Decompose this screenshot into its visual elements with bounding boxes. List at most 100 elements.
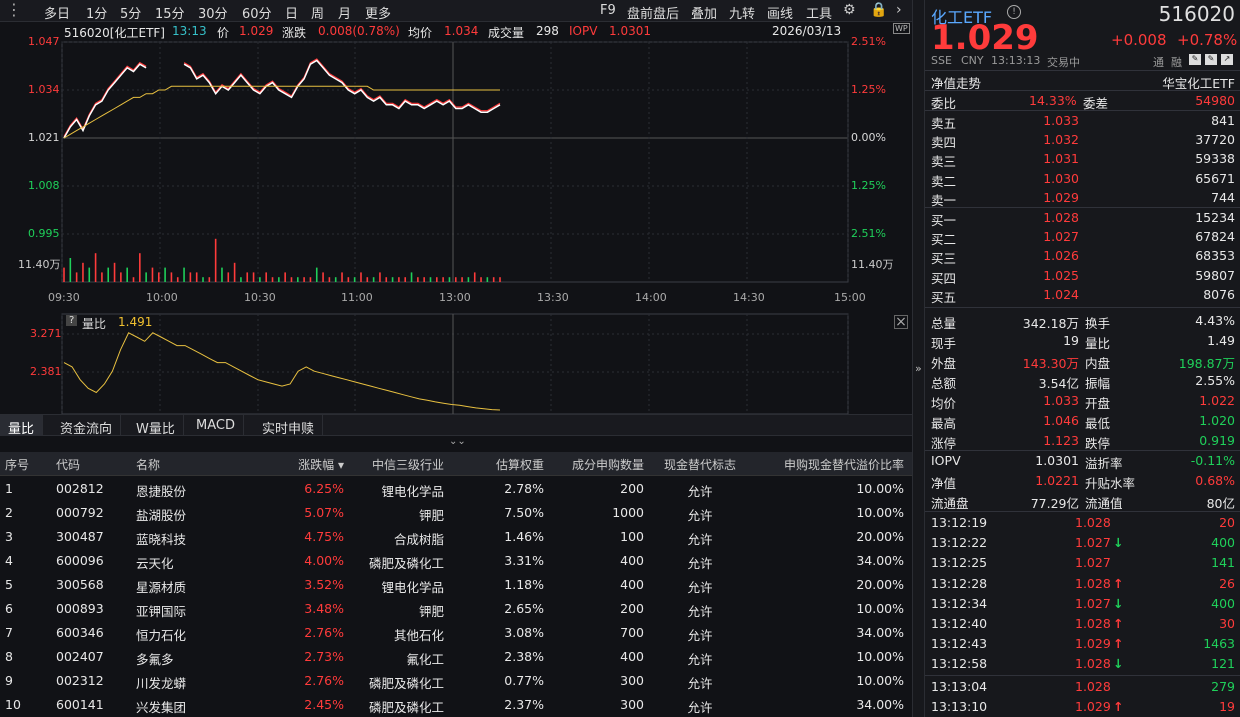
cell-5: 1.46% bbox=[504, 529, 544, 544]
expand-chevron-icon[interactable]: ⌄⌄ bbox=[449, 436, 466, 447]
period-0[interactable]: 多日 bbox=[44, 7, 71, 22]
info-icon[interactable]: ! bbox=[1007, 5, 1021, 19]
period-1[interactable]: 1分 bbox=[86, 7, 108, 22]
tool-5[interactable]: 工具 bbox=[806, 7, 833, 22]
table-row[interactable]: 1 002812 恩捷股份 6.25% 锂电化学品 2.78% 200 允许 10.00% bbox=[0, 476, 912, 500]
sub-close-icon[interactable]: × bbox=[894, 314, 908, 330]
pin-icon[interactable]: ✎ bbox=[1205, 54, 1217, 65]
book-row[interactable]: 卖二 1.030 65671 bbox=[925, 169, 1240, 189]
book-price: 1.025 bbox=[1043, 267, 1079, 283]
stat-row: 总额 3.54亿 振幅 2.55% bbox=[925, 371, 1240, 391]
period-4[interactable]: 30分 bbox=[198, 7, 228, 22]
side-chg: +0.008 bbox=[1111, 31, 1167, 49]
settings-icon[interactable]: ⚙ bbox=[843, 2, 856, 18]
trade-status: 交易中 bbox=[1047, 56, 1080, 69]
tab-3[interactable]: MACD bbox=[188, 415, 244, 436]
book-row[interactable]: 买二 1.027 67824 bbox=[925, 227, 1240, 247]
book-row[interactable]: 买四 1.025 59807 bbox=[925, 266, 1240, 286]
sidebar-header: 化工ETF ! 516020 1.029 +0.008 +0.78% SSE C… bbox=[925, 0, 1240, 70]
cell-2: 川发龙蟒 bbox=[136, 676, 187, 691]
period-8[interactable]: 月 bbox=[338, 7, 352, 22]
collapse-arrow-icon[interactable]: » bbox=[915, 362, 922, 375]
table-row[interactable]: 8 002407 多氟多 2.73% 氟化工 2.38% 400 允许 10.00% bbox=[0, 644, 912, 668]
stat-row: 涨停 1.123 跌停 0.919 bbox=[925, 431, 1240, 451]
table-row[interactable]: 6 000893 亚钾国际 3.48% 钾肥 2.65% 200 允许 10.00% bbox=[0, 596, 912, 620]
tick-row: 13:12:58 1.028 ↓ 121 bbox=[925, 654, 1240, 673]
share-icon[interactable]: ↗ bbox=[1221, 54, 1233, 65]
chevron-right-icon[interactable]: › bbox=[896, 2, 902, 18]
col-header-5[interactable]: 估算权重 bbox=[495, 458, 544, 472]
col-header-1[interactable]: 代码 bbox=[56, 458, 81, 472]
period-7[interactable]: 周 bbox=[311, 7, 325, 22]
tab-0[interactable]: 量比 bbox=[0, 415, 44, 437]
tool-1[interactable]: 盘前盘后 bbox=[627, 7, 680, 22]
exchange: SSE bbox=[931, 54, 952, 67]
book-qty: 65671 bbox=[1195, 170, 1235, 186]
book-row[interactable]: 买五 1.024 8076 bbox=[925, 285, 1240, 305]
book-row[interactable]: 卖三 1.031 59338 bbox=[925, 149, 1240, 169]
col-header-7[interactable]: 现金替代标志 bbox=[663, 458, 736, 472]
col-header-6[interactable]: 成分申购数量 bbox=[571, 458, 644, 472]
tool-3[interactable]: 九转 bbox=[729, 7, 756, 22]
table-row[interactable]: 4 600096 云天化 4.00% 磷肥及磷化工 3.31% 400 允许 34.00% bbox=[0, 548, 912, 572]
book-row[interactable]: 卖五 1.033 841 bbox=[925, 111, 1240, 131]
period-9[interactable]: 更多 bbox=[365, 7, 392, 22]
edit-icon[interactable]: ✎ bbox=[1189, 54, 1201, 65]
price-line bbox=[63, 59, 501, 139]
tab-2[interactable]: W量比 bbox=[128, 415, 184, 437]
vol-label: 成交量 bbox=[488, 26, 525, 40]
tool-4[interactable]: 画线 bbox=[767, 7, 794, 22]
tool-2[interactable]: 叠加 bbox=[691, 7, 718, 22]
table-row[interactable]: 3 300487 蓝晓科技 4.75% 合成树脂 1.46% 100 允许 20.00% bbox=[0, 524, 912, 548]
tick-volume: 121 bbox=[1211, 656, 1235, 672]
cell-7: 允许 bbox=[687, 628, 713, 643]
chart-date: 2026/03/13 bbox=[772, 24, 842, 38]
tool-0[interactable]: F9 bbox=[600, 3, 616, 18]
period-5[interactable]: 60分 bbox=[242, 7, 272, 22]
sub-help-icon[interactable]: ? bbox=[66, 315, 78, 326]
y-label-right-1: 1.25% bbox=[851, 83, 886, 96]
nav-row[interactable]: 净值走势 华宝化工ETF bbox=[925, 71, 1240, 91]
fund-name: 化工ETF bbox=[931, 8, 993, 27]
table-row[interactable]: 9 002312 川发龙蟒 2.76% 磷肥及磷化工 0.77% 300 允许 10.00% bbox=[0, 668, 912, 692]
chart-panel: 多日 1分 5分 15分 30分 60分日周月更多 F9 盘前盘后 叠加 九转 画线 工具 ⋮ ⚙ 🔒 › 5… bbox=[0, 0, 912, 717]
nav-trend-link[interactable]: 净值走势 bbox=[931, 76, 982, 91]
period-3[interactable]: 15分 bbox=[155, 7, 185, 22]
currency: CNY bbox=[961, 54, 984, 67]
quote-info-bar: 516020[化工ETF] 13:13 价 1.029 涨跌 0.008(0.7… bbox=[0, 22, 912, 40]
book-row[interactable]: 买一 1.028 15234 bbox=[925, 208, 1240, 228]
tab-1[interactable]: 资金流向 bbox=[52, 415, 122, 437]
panel-splitter[interactable]: » bbox=[912, 0, 924, 717]
more-icon[interactable]: ⋮ bbox=[6, 0, 22, 19]
period-2[interactable]: 5分 bbox=[120, 7, 142, 22]
cell-5: 2.37% bbox=[504, 697, 544, 712]
col-header-8[interactable]: 申购现金替代溢价比率 bbox=[783, 458, 904, 472]
sub-y-label-1: 2.381 bbox=[30, 365, 62, 378]
col-header-2[interactable]: 名称 bbox=[136, 458, 161, 472]
table-row[interactable]: 7 600346 恒力石化 2.76% 其他石化 3.08% 700 允许 34.00% bbox=[0, 620, 912, 644]
col-header-3[interactable]: 涨跌幅 ▾ bbox=[298, 458, 344, 472]
lock-icon[interactable]: 🔒 bbox=[870, 2, 888, 18]
cell-6: 300 bbox=[620, 697, 644, 712]
table-row[interactable]: 5 300568 星源材质 3.52% 锂电化学品 1.18% 400 允许 20.00% bbox=[0, 572, 912, 596]
side-pct: +0.78% bbox=[1177, 31, 1238, 49]
y-label-left-0: 1.047 bbox=[28, 35, 60, 48]
cell-1: 002407 bbox=[56, 649, 104, 664]
book-row[interactable]: 买三 1.026 68353 bbox=[925, 246, 1240, 266]
book-row[interactable]: 卖四 1.032 37720 bbox=[925, 130, 1240, 150]
book-row[interactable]: 卖一 1.029 744 bbox=[925, 188, 1240, 208]
stat-label: IOPV bbox=[931, 453, 961, 468]
cell-1: 300568 bbox=[56, 577, 104, 592]
period-6[interactable]: 日 bbox=[285, 7, 299, 22]
table-row[interactable]: 2 000792 盐湖股份 5.07% 钾肥 7.50% 1000 允许 10.00% bbox=[0, 500, 912, 524]
col-header-0[interactable]: 序号 bbox=[5, 458, 30, 472]
book-price: 1.028 bbox=[1043, 210, 1079, 225]
book-qty: 67824 bbox=[1195, 229, 1235, 245]
col-header-4[interactable]: 中信三级行业 bbox=[371, 458, 444, 472]
table-row[interactable]: 10 600141 兴发集团 2.45% 磷肥及磷化工 2.37% 300 允许 34.00% bbox=[0, 692, 912, 716]
tick-price: 1.029 bbox=[1075, 698, 1111, 714]
wp-icon[interactable]: WP bbox=[893, 23, 910, 34]
tab-4[interactable]: 实时申赎 bbox=[254, 415, 324, 437]
intraday-chart[interactable] bbox=[0, 0, 912, 414]
cell-6: 400 bbox=[620, 649, 644, 664]
